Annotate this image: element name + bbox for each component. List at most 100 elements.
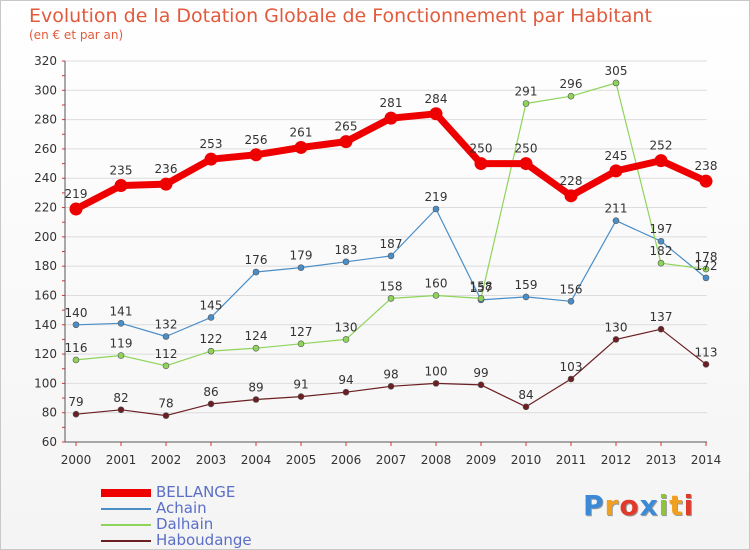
data-label: 284 xyxy=(425,92,448,106)
data-label: 86 xyxy=(203,385,218,399)
data-label: 158 xyxy=(470,279,493,293)
x-tick-label: 2007 xyxy=(376,453,407,467)
data-label: 99 xyxy=(473,366,488,380)
point-haboudange xyxy=(72,410,80,418)
data-label: 82 xyxy=(113,391,128,405)
data-label: 182 xyxy=(650,244,673,258)
y-tick-label: 180 xyxy=(34,259,57,273)
point-dalhain xyxy=(477,295,485,302)
data-label: 98 xyxy=(383,367,398,381)
data-label: 219 xyxy=(65,187,88,201)
point-dalhain xyxy=(117,352,125,359)
x-tick-label: 2003 xyxy=(196,453,227,467)
point-haboudange xyxy=(342,388,350,396)
x-tick-label: 2010 xyxy=(511,453,542,467)
point-achain xyxy=(522,293,530,301)
data-label: 245 xyxy=(605,149,628,163)
data-label: 238 xyxy=(695,159,718,173)
logo-letter: x xyxy=(639,489,659,522)
data-label: 140 xyxy=(65,306,88,320)
legend-swatch xyxy=(101,524,151,526)
data-label: 261 xyxy=(290,125,313,139)
logo-letter: i xyxy=(683,489,695,522)
data-label: 187 xyxy=(380,237,403,251)
x-tick-label: 2012 xyxy=(601,453,632,467)
data-label: 250 xyxy=(515,142,538,156)
data-label: 94 xyxy=(338,373,353,387)
data-labels: 219 235 236 253 256 261 265 281 284 250 250 228 245 2… xyxy=(65,64,718,411)
logo-letter: r xyxy=(604,489,620,522)
point-achain xyxy=(702,274,710,282)
point-bellange xyxy=(609,164,623,178)
legend-swatch xyxy=(101,489,151,497)
logo-letter: t xyxy=(669,489,684,522)
point-dalhain xyxy=(567,92,575,100)
data-label: 296 xyxy=(560,77,583,91)
data-label: 112 xyxy=(155,347,178,361)
data-label: 235 xyxy=(110,164,133,178)
point-dalhain xyxy=(207,347,215,355)
x-tick-label: 2004 xyxy=(241,453,272,467)
point-achain xyxy=(567,298,575,305)
point-dalhain xyxy=(72,356,80,364)
y-tick-label: 140 xyxy=(34,318,57,332)
logo-letter: i xyxy=(658,489,670,522)
y-tick-label: 320 xyxy=(34,54,57,68)
data-label: 124 xyxy=(245,329,268,343)
y-tick-label: 80 xyxy=(42,406,57,420)
point-haboudange xyxy=(432,380,440,387)
point-achain xyxy=(162,333,170,340)
data-label: 172 xyxy=(695,259,718,273)
point-dalhain xyxy=(657,259,665,267)
legend-swatch xyxy=(101,540,151,542)
point-bellange xyxy=(384,111,398,125)
point-haboudange xyxy=(387,383,395,390)
data-label: 113 xyxy=(695,345,718,359)
x-tick-label: 2005 xyxy=(286,453,317,467)
x-tick-label: 2001 xyxy=(106,453,137,467)
y-tick-label: 120 xyxy=(34,347,57,361)
data-label: 122 xyxy=(200,332,223,346)
data-label: 79 xyxy=(68,395,83,409)
data-label: 178 xyxy=(695,250,718,264)
point-dalhain xyxy=(342,336,350,343)
point-achain xyxy=(432,205,440,213)
legend-label: BELLANGE xyxy=(156,483,236,501)
y-tick-label: 160 xyxy=(34,288,57,302)
y-tick-label: 100 xyxy=(34,376,57,390)
y-tick-label: 60 xyxy=(42,435,57,449)
legend-label: Dalhain xyxy=(156,515,214,533)
point-bellange xyxy=(564,189,578,203)
data-label: 119 xyxy=(110,337,133,351)
x-tick-label: 2009 xyxy=(466,453,497,467)
data-label: 265 xyxy=(335,120,358,134)
data-label: 305 xyxy=(605,64,628,78)
point-dalhain xyxy=(612,79,620,87)
point-bellange xyxy=(294,140,308,154)
x-tick-label: 2002 xyxy=(151,453,182,467)
point-dalhain xyxy=(522,100,530,107)
data-label: 160 xyxy=(425,276,448,290)
point-bellange xyxy=(339,135,353,149)
data-label: 137 xyxy=(650,310,673,324)
point-bellange xyxy=(699,174,713,188)
point-achain xyxy=(117,320,125,327)
point-bellange xyxy=(429,107,443,121)
data-label: 84 xyxy=(518,388,533,402)
legend-swatch xyxy=(101,508,151,510)
data-label: 157 xyxy=(470,281,493,295)
data-label: 91 xyxy=(293,378,308,392)
x-tick-label: 2011 xyxy=(556,453,587,467)
point-achain xyxy=(342,258,350,266)
data-label: 132 xyxy=(155,317,178,331)
point-achain xyxy=(252,268,260,276)
point-dalhain xyxy=(432,292,440,299)
point-haboudange xyxy=(702,361,710,368)
data-label: 130 xyxy=(605,320,628,334)
point-haboudange xyxy=(117,406,125,414)
chart-subtitle: (en € et par an) xyxy=(29,28,124,42)
data-label: 100 xyxy=(425,364,448,378)
point-dalhain xyxy=(387,295,395,302)
point-bellange xyxy=(249,148,263,162)
